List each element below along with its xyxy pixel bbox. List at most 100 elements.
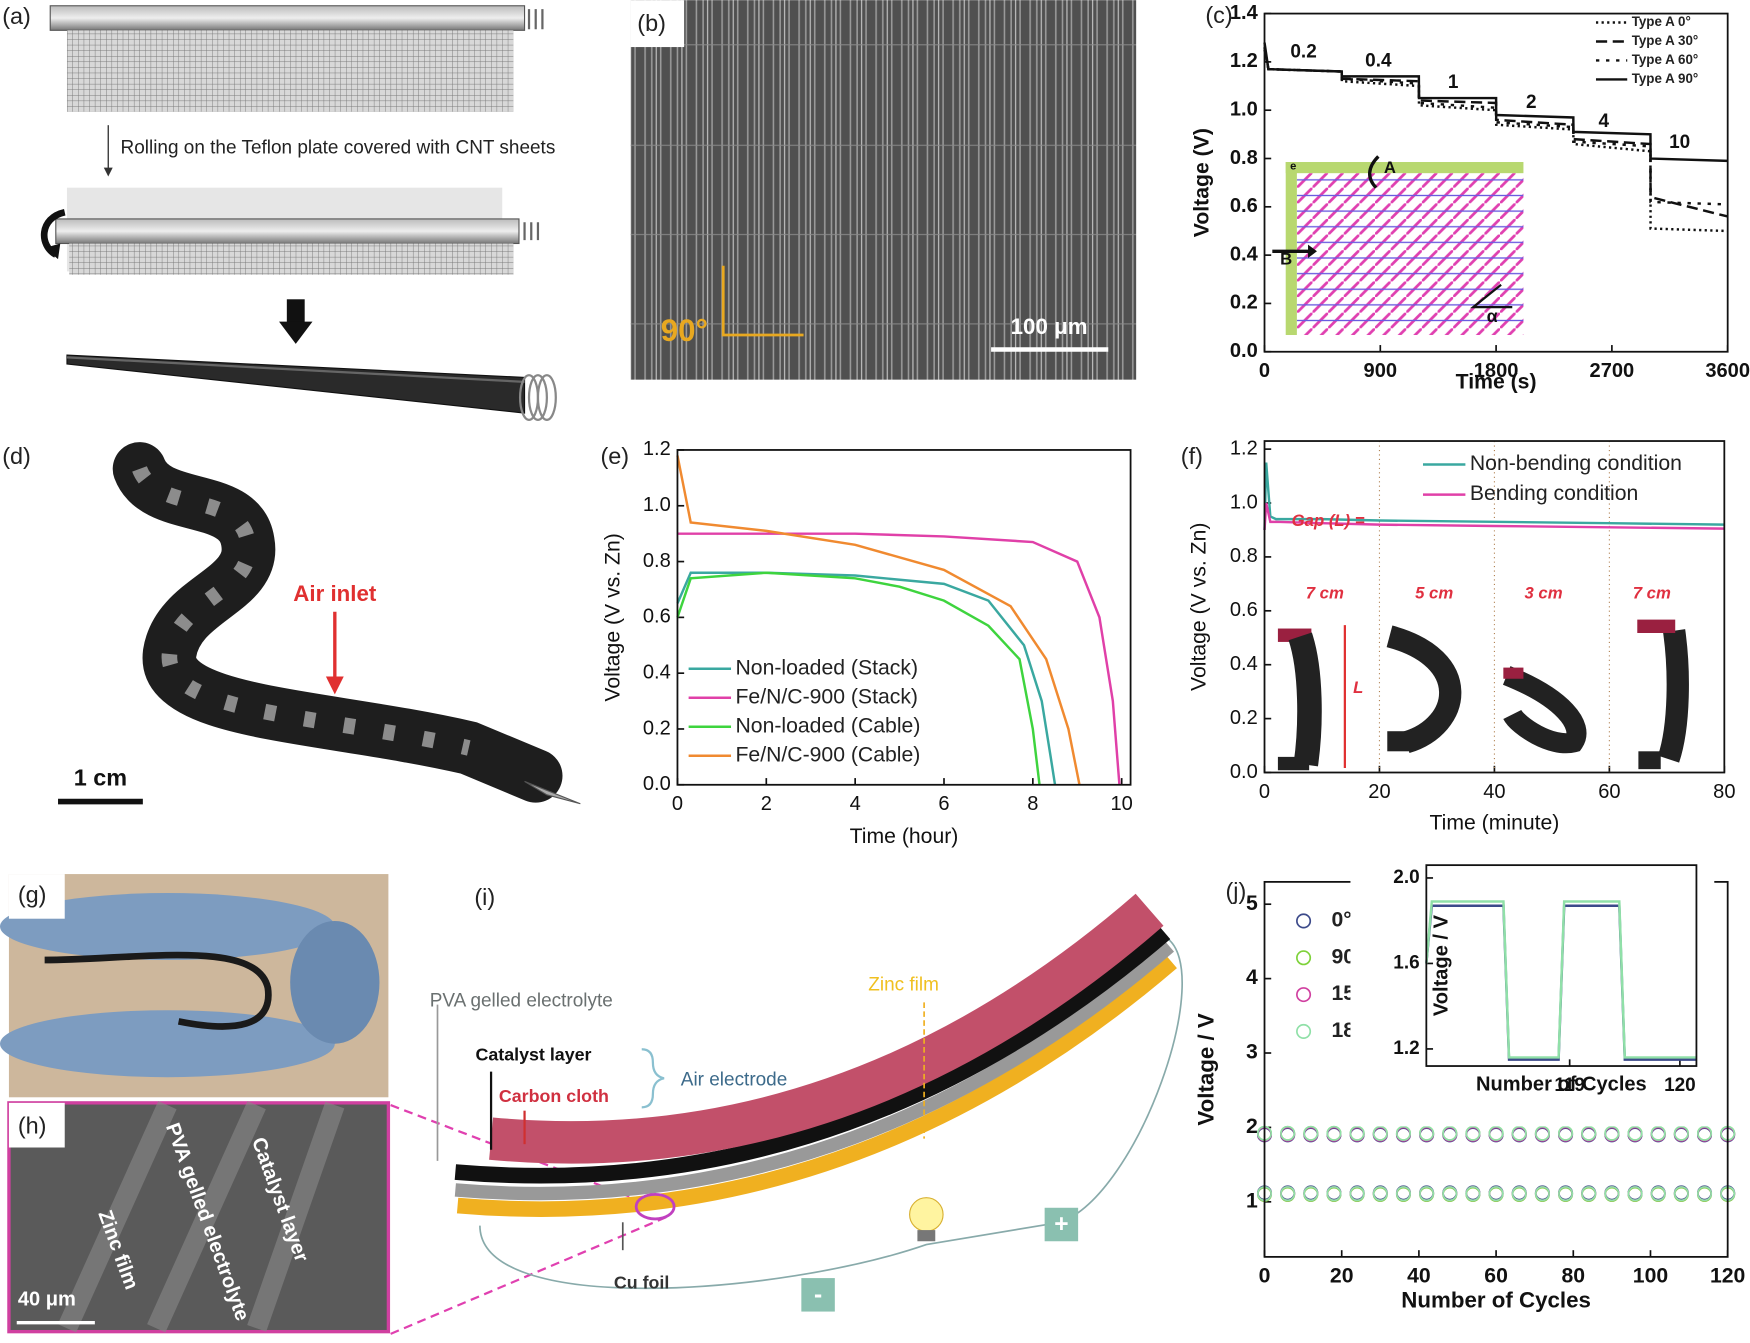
series-line: [676, 571, 1041, 785]
data-point: [1534, 1186, 1550, 1202]
panel-h: (h) PVA gelled electrolyte Catalyst laye…: [7, 1100, 391, 1334]
panel-g: (g): [0, 874, 389, 1098]
series-line: [677, 532, 1121, 785]
data-point: [1488, 1186, 1504, 1202]
scale-label: 1 cm: [74, 764, 127, 790]
photo-battery: [1657, 629, 1689, 763]
data-point: [1534, 1125, 1550, 1141]
x-tick-label: 60: [1598, 781, 1620, 803]
y-tick-label: 0.2: [643, 717, 671, 739]
bulb: [909, 1197, 944, 1232]
y-tick-label: 0.8: [643, 550, 671, 572]
coil: [523, 222, 540, 241]
panel-d: (d) Air inlet 1 cm: [2, 442, 581, 805]
panel-b: (b) 90° 100 μm: [630, 0, 1137, 380]
x-tick-label: 0: [1259, 1265, 1271, 1288]
x-tick-label: 80: [1561, 1265, 1585, 1288]
y-tick-label: 1.2: [1393, 1038, 1419, 1059]
plot-frame: [1263, 12, 1729, 353]
panel-label: (c): [1205, 2, 1232, 28]
tube: [49, 5, 526, 31]
data-point: [1696, 1186, 1713, 1202]
series-line: [1425, 900, 1697, 1059]
x-tick-label: 0: [1259, 360, 1270, 382]
x-tick-label: 6: [938, 793, 949, 815]
y-axis-title: Voltage / V: [1430, 914, 1452, 1016]
y-tick-label: 0.4: [1230, 243, 1259, 265]
data-point: [1419, 1125, 1435, 1141]
y-tick-label: 1: [1246, 1189, 1258, 1212]
annotation: 3 cm: [1524, 583, 1562, 602]
panel-label: (j): [1225, 878, 1246, 904]
legend-swatch: [1296, 1023, 1312, 1039]
y-tick-label: 0.6: [1230, 195, 1258, 217]
x-tick-label: 4: [850, 793, 861, 815]
data-point: [1395, 1125, 1411, 1141]
annotation: 7 cm: [1633, 583, 1671, 602]
label-box: [8, 1102, 65, 1148]
layer-label: Cu foil: [614, 1272, 670, 1292]
x-tick-label: 0: [672, 793, 683, 815]
x-tick-label: 120: [1710, 1265, 1745, 1288]
photo-battery: [1288, 632, 1322, 767]
legend-swatch: [1296, 913, 1312, 929]
y-tick-label: 1.0: [1230, 491, 1258, 513]
chart: 119 120 1.2 1.6 2.0 Number of Cycles Voltage /…: [1350, 856, 1715, 1127]
arrow: [1368, 155, 1380, 189]
data-point: [1581, 1186, 1597, 1202]
x-tick-label: 8: [1027, 793, 1038, 815]
annotation: 5 cm: [1415, 583, 1453, 602]
data-point: [1442, 1125, 1458, 1141]
data-point: [1650, 1125, 1666, 1141]
cable-battery: [112, 442, 563, 803]
panel-a: (a) Rolling on the Teflon plate covered …: [2, 3, 557, 421]
scale-label: 40 μm: [18, 1289, 76, 1311]
y-tick-label: 1.2: [1230, 50, 1258, 72]
x-axis-title: Time (s): [1456, 371, 1537, 394]
inset-background: [1350, 856, 1715, 1127]
arrow-head: [1308, 244, 1317, 258]
series-line: [1263, 42, 1728, 163]
corner-label: e: [1290, 160, 1296, 172]
data-point: [1349, 1125, 1365, 1141]
legend-label: Type A 30°: [1632, 33, 1699, 48]
layer-label: Zinc film: [868, 975, 939, 996]
y-tick-label: 3: [1246, 1041, 1258, 1064]
plot-frame: [1263, 440, 1726, 774]
annotation: 2: [1526, 92, 1537, 113]
panel-label: (h): [18, 1113, 47, 1139]
x-axis-title: Time (minute): [1429, 811, 1559, 834]
y-tick-label: 5: [1246, 892, 1258, 915]
sem-image: [630, 0, 1137, 380]
x-tick-label: 40: [1407, 1265, 1431, 1288]
x-tick-label: 80: [1713, 781, 1735, 803]
annotation: Air inlet: [293, 581, 377, 606]
series-line: [676, 571, 1057, 785]
legend-label: Fe/N/C-900 (Stack): [735, 685, 918, 708]
cnt-tube: [66, 354, 526, 414]
data-point: [1349, 1186, 1365, 1202]
y-tick-label: 0.2: [1230, 292, 1258, 314]
legend-label: Type A 90°: [1632, 71, 1699, 86]
legend-label: Non-bending condition: [1470, 452, 1682, 475]
annotation: 7 cm: [1306, 583, 1344, 602]
x-tick-label: 119: [1554, 1075, 1585, 1096]
y-tick-label: 0.0: [1230, 761, 1258, 783]
y-tick-label: 1.4: [1230, 2, 1259, 24]
photo-battery: [1502, 666, 1587, 754]
panel-f-photos: [1277, 619, 1689, 771]
terminal-sign: +: [1054, 1211, 1068, 1238]
y-tick-label: 0.4: [643, 661, 671, 683]
electrolyte-layer: [454, 941, 1175, 1201]
y-tick-label: 0.8: [1230, 545, 1258, 567]
terminal-sign: -: [814, 1281, 822, 1308]
y-axis-title: Voltage (V vs. Zn): [601, 533, 624, 701]
y-tick-label: 1.2: [1230, 437, 1258, 459]
y-tick-label: 1.0: [1230, 98, 1258, 120]
y-tick-label: 0.0: [1230, 340, 1258, 362]
x-tick-label: 100: [1633, 1265, 1668, 1288]
terminal-box: [801, 1278, 835, 1312]
data-point: [1326, 1125, 1342, 1141]
y-tick-label: 1.6: [1393, 952, 1419, 973]
